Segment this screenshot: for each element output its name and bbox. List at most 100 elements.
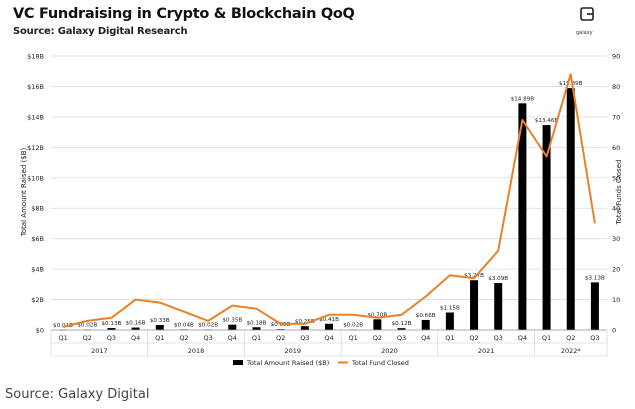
bar bbox=[566, 88, 575, 330]
bar-data-label: $0.41B bbox=[319, 317, 339, 323]
x-group-label: 2019 bbox=[284, 347, 301, 355]
bar-data-label: $0.18B bbox=[247, 320, 267, 326]
bar-data-label: $0.05B bbox=[271, 322, 291, 328]
bar bbox=[542, 125, 551, 330]
y-tick-label: $2B bbox=[31, 296, 44, 304]
y-axis-left-label: Total Amount Raised ($B) bbox=[20, 147, 28, 237]
bar bbox=[590, 282, 599, 330]
y2-tick-label: 10 bbox=[612, 296, 620, 304]
bar-data-label: $0.35B bbox=[222, 318, 242, 324]
x-group-label: 2018 bbox=[188, 347, 205, 355]
y2-tick-label: 40 bbox=[612, 205, 620, 213]
bar-data-label: $3.13B bbox=[585, 275, 605, 281]
y-axis-right-ticks: 0 10 20 30 40 50 60 70 80 90 bbox=[612, 53, 620, 335]
bar-data-label: $3.27B bbox=[464, 273, 484, 279]
x-tick-label: Q4 bbox=[131, 334, 140, 342]
x-tick-label: Q2 bbox=[83, 334, 92, 342]
x-tick-label: Q2 bbox=[179, 334, 188, 342]
bar-data-label: $3.09B bbox=[488, 276, 508, 282]
y-tick-label: $4B bbox=[31, 266, 44, 274]
y-tick-label: $6B bbox=[31, 235, 44, 243]
x-tick-label: Q3 bbox=[203, 334, 212, 342]
y-tick-label: $16B bbox=[27, 83, 44, 91]
source-caption: Source: Galaxy Digital bbox=[5, 387, 150, 402]
y-tick-label: $10B bbox=[27, 174, 44, 182]
x-tick-label: Q4 bbox=[421, 334, 430, 342]
bar bbox=[494, 282, 503, 330]
x-tick-label: Q1 bbox=[155, 334, 164, 342]
bar bbox=[131, 327, 140, 330]
x-tick-label: Q3 bbox=[397, 334, 406, 342]
y2-tick-label: 0 bbox=[612, 327, 616, 335]
bar bbox=[373, 319, 382, 330]
bar bbox=[397, 328, 406, 330]
bar bbox=[107, 328, 116, 330]
bar-data-label: $0.13B bbox=[102, 321, 122, 327]
bar-data-label: $0.02B bbox=[343, 323, 363, 329]
bar-data-label: $0.33B bbox=[150, 318, 170, 324]
bar-data-label: $0.04B bbox=[174, 322, 194, 328]
bar-data-label: $0.02B bbox=[198, 323, 218, 329]
legend-label-bars: Total Amount Raised ($B) bbox=[246, 359, 329, 367]
x-group-label: 2021 bbox=[478, 347, 495, 355]
x-tick-label: Q2 bbox=[566, 334, 575, 342]
x-axis: Q1 Q2 Q3 Q4 Q1 Q2 Q3 Q4 Q1 Q2 Q3 Q4 Q1 Q2 Q3 Q4 Q1 Q2 Q3 Q4… bbox=[50, 329, 608, 357]
line-series bbox=[62, 73, 596, 328]
logo-text: galaxy bbox=[576, 30, 593, 36]
legend: Total Amount Raised ($B) Total Fund Clos… bbox=[233, 359, 409, 367]
bar-data-label: $0.25B bbox=[295, 319, 315, 325]
bar bbox=[421, 319, 430, 330]
x-tick-label: Q2 bbox=[469, 334, 478, 342]
bar-series bbox=[59, 88, 599, 331]
bar-data-labels: $0.01B $0.02B $0.13B $0.16B $0.33B $0.04B $0.0… bbox=[53, 81, 605, 329]
bar bbox=[445, 312, 454, 330]
bar-data-label: $1.15B bbox=[440, 305, 460, 311]
x-tick-label: Q4 bbox=[518, 334, 527, 342]
bar bbox=[252, 327, 261, 330]
x-group-label: 2017 bbox=[91, 347, 108, 355]
bar bbox=[325, 323, 333, 330]
chart-plot: $0 $2B $4B $6B $8B $10B $12B $14B $16B $18B 0 10 20… bbox=[20, 53, 623, 368]
y2-tick-label: 70 bbox=[612, 113, 620, 121]
x-tick-label: Q3 bbox=[107, 334, 116, 342]
y2-tick-label: 80 bbox=[612, 83, 620, 91]
line-path bbox=[62, 73, 596, 328]
x-tick-label: Q1 bbox=[542, 334, 551, 342]
y-tick-label: $14B bbox=[27, 113, 44, 121]
y-axis-left-ticks: $0 $2B $4B $6B $8B $10B $12B $14B $16B $18B bbox=[27, 53, 44, 335]
chart-subtitle: Source: Galaxy Digital Research bbox=[13, 26, 188, 37]
bar-data-label: $13.46B bbox=[535, 118, 559, 124]
y-tick-label: $18B bbox=[27, 53, 44, 61]
y-tick-label: $0 bbox=[36, 327, 44, 335]
y-tick-label: $12B bbox=[27, 144, 44, 152]
chart-title: VC Fundraising in Crypto & Blockchain Qo… bbox=[13, 6, 355, 22]
x-tick-label: Q1 bbox=[252, 334, 261, 342]
bar-data-label: $15.89B bbox=[559, 81, 583, 87]
bar bbox=[155, 324, 164, 330]
x-tick-label: Q3 bbox=[590, 334, 599, 342]
bar-data-label: $0.12B bbox=[392, 321, 412, 327]
y2-tick-label: 90 bbox=[612, 53, 620, 61]
bar-data-label: $0.16B bbox=[126, 321, 146, 327]
x-group-label: 2020 bbox=[381, 347, 398, 355]
x-tick-label: Q1 bbox=[445, 334, 454, 342]
y2-tick-label: 30 bbox=[612, 235, 620, 243]
bar bbox=[470, 280, 479, 330]
y2-tick-label: 50 bbox=[612, 174, 620, 182]
x-tick-label: Q1 bbox=[58, 334, 67, 342]
bar-data-label: $0.01B bbox=[53, 323, 73, 329]
y2-tick-label: 60 bbox=[612, 144, 620, 152]
x-tick-label: Q3 bbox=[494, 334, 503, 342]
x-tick-label: Q2 bbox=[276, 334, 285, 342]
x-tick-label: Q1 bbox=[349, 334, 358, 342]
y2-tick-label: 20 bbox=[612, 266, 620, 274]
legend-swatch-bars bbox=[233, 360, 243, 365]
x-tick-label: Q3 bbox=[300, 334, 309, 342]
bar bbox=[228, 324, 237, 330]
x-tick-label: Q4 bbox=[228, 334, 237, 342]
y-tick-label: $8B bbox=[31, 205, 44, 213]
bar-data-label: $0.70B bbox=[367, 312, 387, 318]
bar-data-label: $0.02B bbox=[77, 323, 97, 329]
bar bbox=[518, 103, 527, 330]
